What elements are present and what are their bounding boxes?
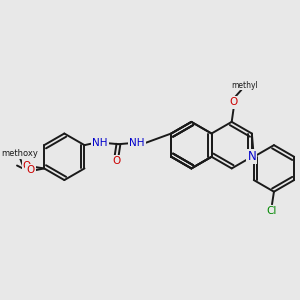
Text: N: N — [248, 150, 256, 163]
Text: O: O — [22, 160, 31, 170]
Text: O: O — [112, 156, 121, 166]
Text: methyl: methyl — [231, 80, 258, 89]
Text: Cl: Cl — [267, 206, 277, 216]
Text: O: O — [26, 165, 35, 176]
Text: NH: NH — [92, 138, 108, 148]
Text: NH: NH — [129, 138, 145, 148]
Text: O: O — [230, 98, 238, 107]
Text: methoxy: methoxy — [2, 149, 38, 158]
